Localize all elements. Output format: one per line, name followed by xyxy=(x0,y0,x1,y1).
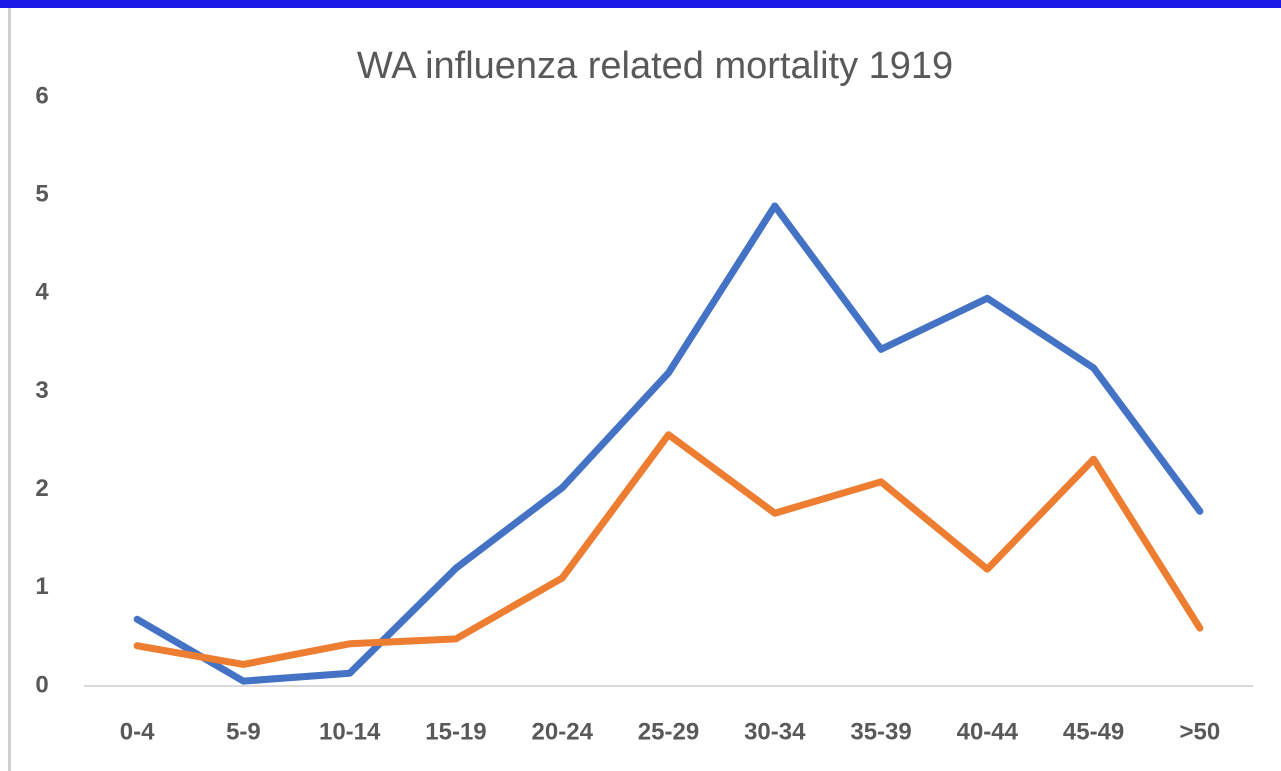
left-frame xyxy=(8,8,11,771)
x-tick-label: 25-29 xyxy=(638,718,699,745)
y-tick-label: 1 xyxy=(35,573,48,600)
top-frame xyxy=(0,0,1281,8)
x-tick-label: 10-14 xyxy=(319,718,381,745)
y-tick-label: 4 xyxy=(35,279,49,306)
x-tick-label: 45-49 xyxy=(1063,718,1124,745)
x-tick-label: >50 xyxy=(1180,718,1221,745)
x-tick-label: 5-9 xyxy=(226,718,261,745)
series-line xyxy=(133,202,1204,685)
y-tick-label: 2 xyxy=(35,475,48,502)
chart-title: WA influenza related mortality 1919 xyxy=(357,45,953,87)
y-tick-label: 6 xyxy=(35,82,48,109)
x-tick-label: 40-44 xyxy=(957,718,1019,745)
series-line xyxy=(133,431,1204,668)
y-tick-label: 5 xyxy=(35,181,48,208)
x-tick-label: 30-34 xyxy=(744,718,806,745)
y-tick-label: 0 xyxy=(35,671,48,698)
x-tick-label: 35-39 xyxy=(850,718,911,745)
x-tick-label: 15-19 xyxy=(425,718,486,745)
x-tick-label: 0-4 xyxy=(120,718,155,745)
y-tick-label: 3 xyxy=(35,377,48,404)
x-tick-label: 20-24 xyxy=(532,718,594,745)
